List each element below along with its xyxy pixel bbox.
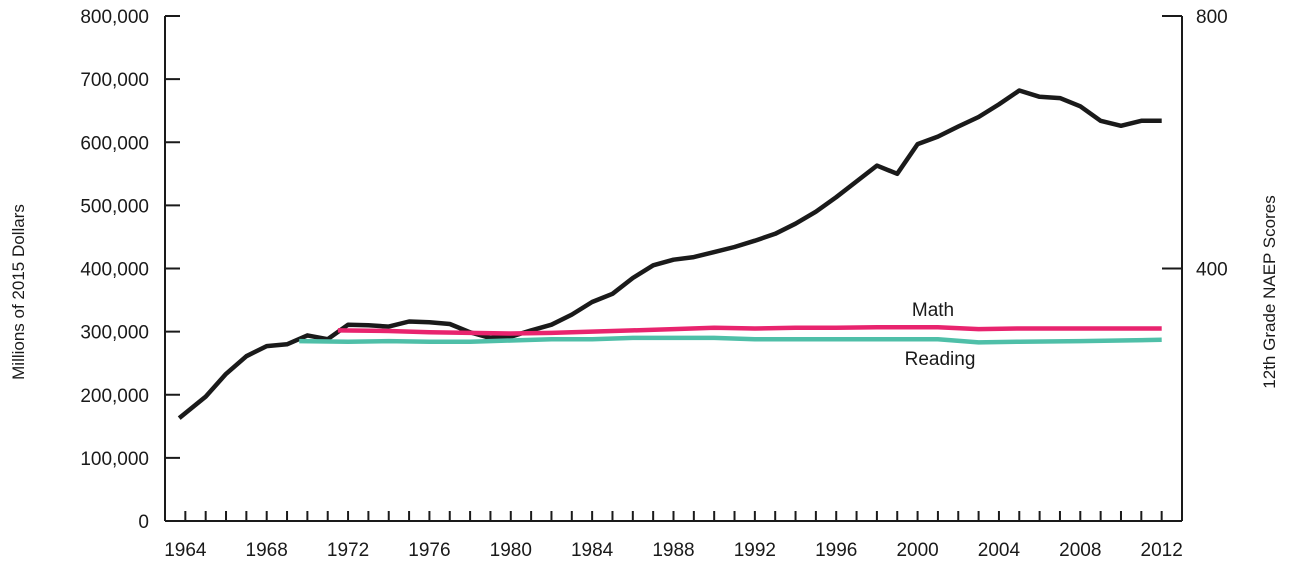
- x-tick-label: 2004: [978, 540, 1021, 561]
- y-left-tick-label: 800,000: [80, 7, 149, 28]
- y-left-tick-label: 200,000: [80, 386, 149, 407]
- tick-marks: [164, 15, 1183, 522]
- tick-labels: 0 100,000 200,000 300,000 400,000 500,000 600,…: [80, 7, 1227, 561]
- y-left-tick-label: 0: [138, 512, 149, 533]
- y-right-axis-title: 12th Grade NAEP Scores: [1260, 195, 1279, 388]
- x-tick-label: 1964: [164, 540, 207, 561]
- spending-line: [177, 88, 1162, 420]
- x-tick-label: 1984: [571, 540, 614, 561]
- x-tick-label: 1996: [815, 540, 857, 561]
- y-left-tick-label: 100,000: [80, 449, 149, 470]
- y-left-tick-label: 600,000: [80, 133, 149, 154]
- x-tick-label: 1988: [652, 540, 694, 561]
- y-right-tick-label: 400: [1196, 260, 1228, 281]
- y-right-tick-label: 800: [1196, 7, 1228, 28]
- y-left-tick-label: 500,000: [80, 196, 149, 217]
- x-tick-label: 2000: [896, 540, 938, 561]
- reading-series-label: Reading: [905, 349, 976, 370]
- series-lines: [177, 88, 1162, 420]
- math-line: [337, 324, 1162, 336]
- x-tick-label: 1992: [734, 540, 776, 561]
- x-tick-label: 1968: [246, 540, 288, 561]
- x-tick-label: 2012: [1141, 540, 1183, 561]
- x-tick-label: 1976: [408, 540, 450, 561]
- math-series-label: Math: [912, 300, 954, 321]
- y-left-axis-title: Millions of 2015 Dollars: [9, 204, 28, 380]
- y-left-tick-label: 400,000: [80, 260, 149, 281]
- x-tick-label: 1972: [327, 540, 369, 561]
- y-left-tick-label: 700,000: [80, 70, 149, 91]
- x-tick-label: 1980: [490, 540, 532, 561]
- reading-line: [299, 335, 1162, 345]
- y-left-tick-label: 300,000: [80, 323, 149, 344]
- x-tick-label: 2008: [1059, 540, 1101, 561]
